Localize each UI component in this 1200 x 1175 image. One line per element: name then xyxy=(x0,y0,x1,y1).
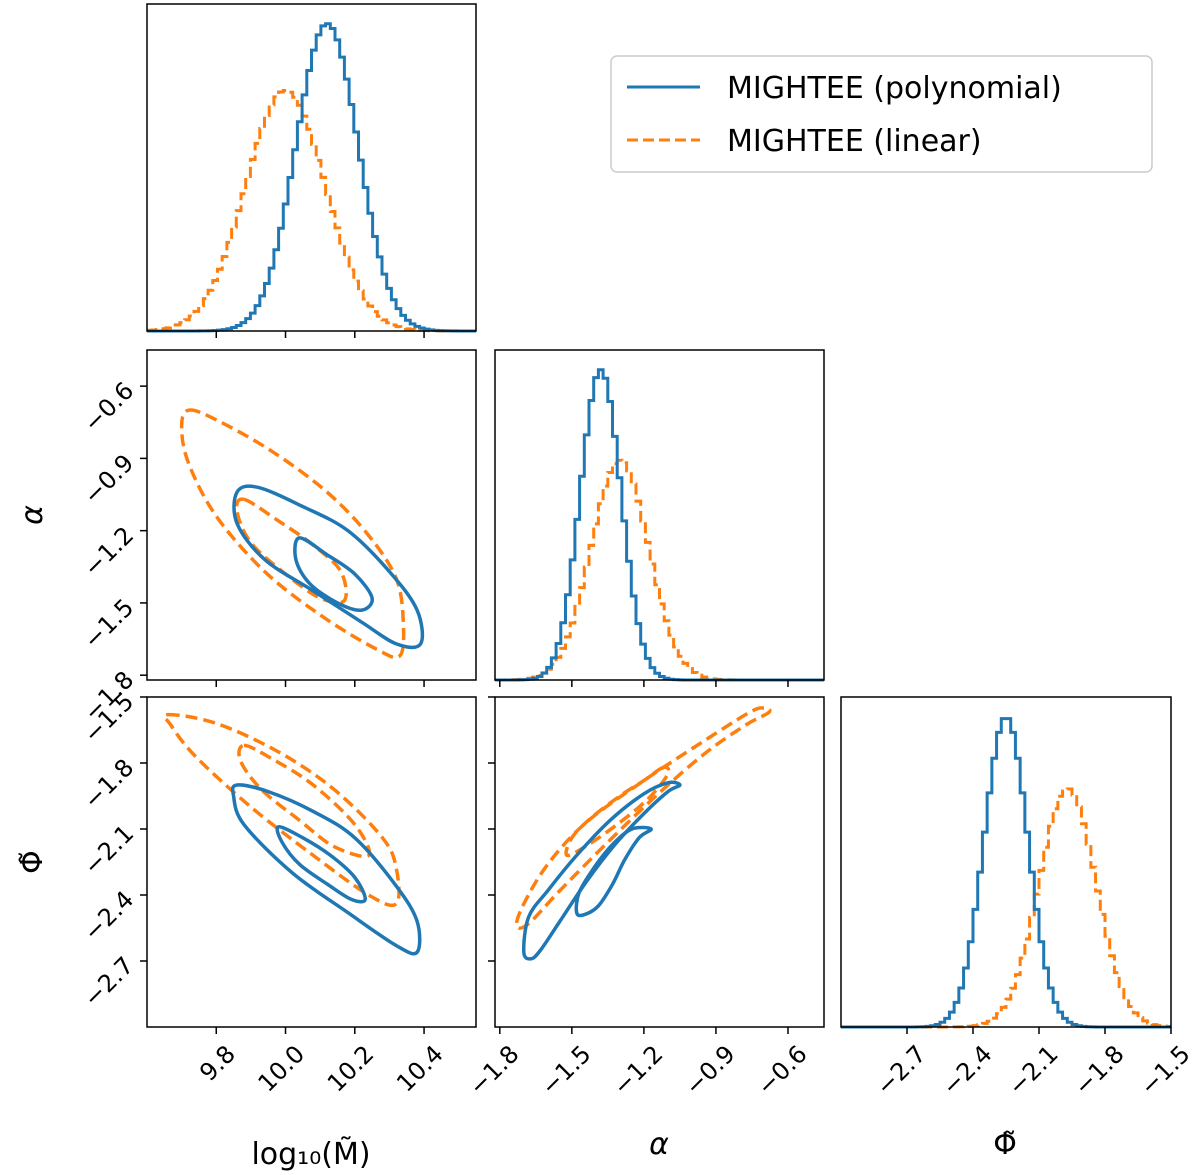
panel-frame xyxy=(146,3,477,332)
panel-logM-logM xyxy=(146,3,477,338)
contour-outer-linear xyxy=(179,408,406,660)
xlabel-phi: Φ̃ xyxy=(993,1127,1017,1162)
panel-frame xyxy=(146,349,477,681)
contour-outer-linear xyxy=(514,706,772,930)
contour-group xyxy=(162,712,422,956)
xlabel-logM: log₁₀(M̃) xyxy=(251,1137,370,1172)
contour-inner-linear xyxy=(564,765,671,858)
contour-inner-polynomial xyxy=(293,536,374,612)
legend-label-polynomial: MIGHTEE (polynomial) xyxy=(727,71,1062,106)
ylabel-alpha: α xyxy=(15,505,50,525)
contour-outer-polynomial xyxy=(232,484,425,650)
contour-inner-linear xyxy=(237,743,372,859)
panel-frame xyxy=(840,696,1172,1028)
contour-group xyxy=(514,706,772,961)
contour-outer-polynomial xyxy=(230,783,422,956)
xlabel-alpha: α xyxy=(649,1127,669,1162)
legend: MIGHTEE (polynomial) MIGHTEE (linear) xyxy=(610,55,1153,173)
legend-label-linear: MIGHTEE (linear) xyxy=(727,124,982,159)
panel-frame xyxy=(494,349,825,681)
legend-frame xyxy=(610,55,1153,173)
histogram-linear xyxy=(841,787,1171,1029)
contour-inner-polynomial xyxy=(275,825,367,904)
panel-frame xyxy=(146,696,477,1028)
contour-group xyxy=(179,408,425,660)
panel-alpha-alpha xyxy=(494,349,825,687)
ylabel-phi: Φ̃ xyxy=(15,850,50,874)
panel-frame xyxy=(494,696,825,1028)
contour-inner-linear xyxy=(234,497,348,605)
contour-outer-polynomial xyxy=(521,780,682,961)
contour-outer-linear xyxy=(162,712,401,908)
